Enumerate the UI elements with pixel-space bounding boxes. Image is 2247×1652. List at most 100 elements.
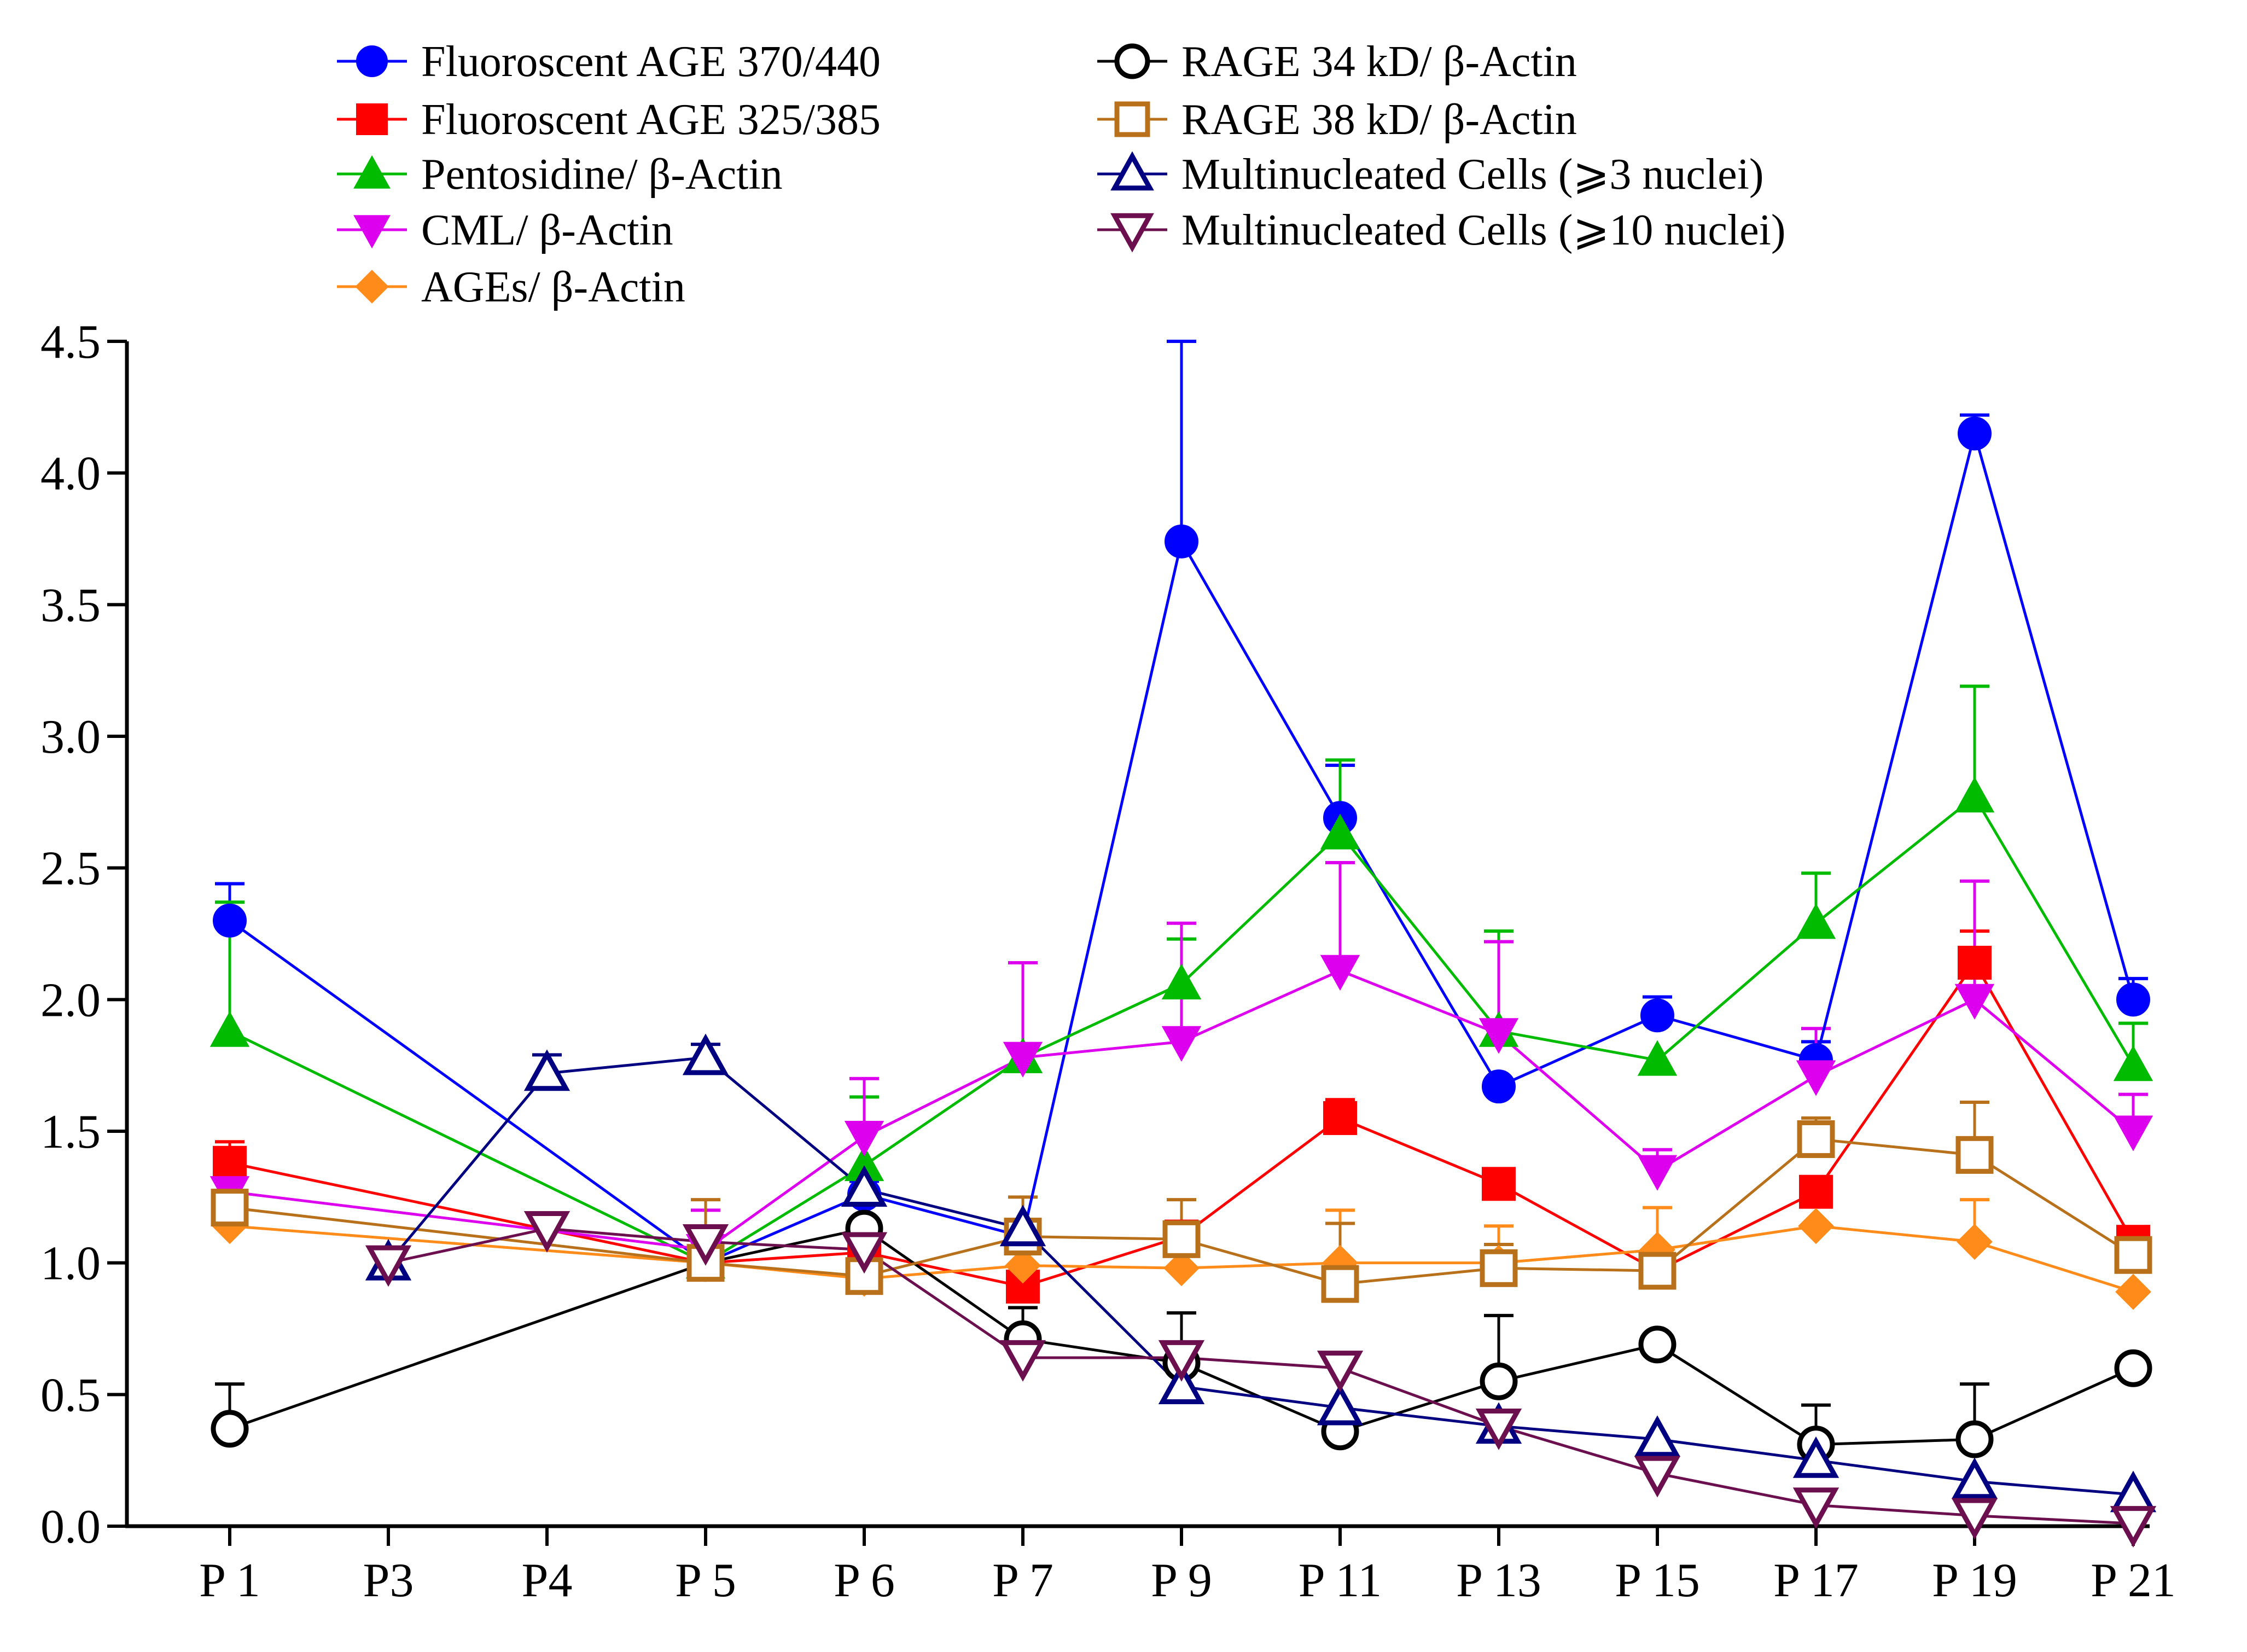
- legend-label: Multinucleated Cells (⩾10 nuclei): [1181, 206, 1786, 254]
- series-8-point: [1951, 1457, 1998, 1499]
- y-tick-label: 2.5: [40, 842, 101, 895]
- legend-label: AGEs/ β-Actin: [421, 263, 685, 311]
- legend-marker: [356, 103, 388, 135]
- series-2-point: [1799, 1174, 1833, 1209]
- series-1-point: [213, 903, 247, 938]
- series-9-point: [365, 1245, 412, 1287]
- series-7-point: [1638, 1252, 1676, 1290]
- series-4-point: [1796, 1060, 1836, 1096]
- legend-item: RAGE 38 kD/ β-Actin: [1097, 96, 1577, 144]
- series-8-line: [387, 1056, 2134, 1496]
- series-9-point: [682, 1224, 729, 1266]
- series-6-point: [211, 1410, 249, 1448]
- series-7-point: [211, 1189, 249, 1227]
- series-4-point: [1320, 955, 1360, 991]
- series-9-point: [999, 1340, 1046, 1382]
- series-3-point: [1954, 777, 1995, 813]
- series-3-point: [1161, 963, 1202, 1000]
- series-8-point: [523, 1049, 571, 1091]
- x-tick-label: P 6: [834, 1554, 895, 1607]
- x-tick-label: P 11: [1299, 1554, 1382, 1607]
- y-tick-label: 1.0: [40, 1237, 101, 1290]
- series-8-point: [1792, 1436, 1839, 1478]
- legend-label: RAGE 38 kD/ β-Actin: [1181, 96, 1577, 144]
- series-2-point: [1482, 1167, 1516, 1201]
- legend-item: RAGE 34 kD/ β-Actin: [1097, 38, 1577, 86]
- series-7-point: [1797, 1120, 1835, 1158]
- x-tick-label: P 19: [1932, 1554, 2017, 1607]
- series-4-point: [1954, 984, 1995, 1020]
- y-tick-label: 2.0: [40, 974, 101, 1027]
- series-7-point: [2114, 1236, 2152, 1274]
- legend-marker: [353, 155, 391, 189]
- legend-marker: [353, 215, 391, 249]
- series-5-point: [1957, 1224, 1993, 1260]
- legend-marker: [1110, 151, 1154, 191]
- series-4-point: [1478, 1018, 1519, 1054]
- series-9-point: [1951, 1498, 1998, 1540]
- series-6-point: [1638, 1325, 1676, 1364]
- legend-item: Multinucleated Cells (⩾3 nuclei): [1097, 150, 1764, 199]
- series-5-point: [2115, 1273, 2151, 1310]
- series-6-point: [1480, 1362, 1518, 1400]
- y-tick-label: 4.5: [40, 316, 101, 369]
- x-tick-label: P 1: [199, 1554, 260, 1607]
- legend-marker: [1114, 43, 1150, 79]
- series-8-point: [1158, 1363, 1205, 1404]
- series-1-point: [1640, 998, 1674, 1033]
- y-tick-label: 4.0: [40, 447, 101, 501]
- x-tick-label: P4: [522, 1554, 573, 1607]
- series-4-point: [1637, 1155, 1678, 1191]
- series-8-point: [999, 1205, 1046, 1247]
- x-tick-label: P3: [363, 1554, 414, 1607]
- legend-item: Fluoroscent AGE 325/385: [337, 96, 881, 144]
- series-6-point: [1955, 1420, 1994, 1458]
- series-9-point: [1634, 1456, 1681, 1498]
- series-4-point: [844, 1121, 884, 1157]
- x-tick-label: P 21: [2091, 1554, 2176, 1607]
- series-7-point: [1162, 1220, 1201, 1258]
- x-tick-label: P 7: [992, 1554, 1053, 1607]
- series-8-point: [682, 1033, 729, 1075]
- series-3-point: [2113, 1045, 2153, 1081]
- series-3-point: [1796, 903, 1836, 939]
- y-tick-label: 0.5: [40, 1369, 101, 1422]
- series-1-point: [1482, 1069, 1516, 1104]
- series-9-point: [1792, 1487, 1839, 1529]
- series-2-point: [1958, 945, 1992, 980]
- legend-marker: [1114, 101, 1150, 137]
- series-markers: [209, 416, 2157, 1548]
- legend-marker: [355, 270, 389, 304]
- legend-label: CML/ β-Actin: [421, 206, 673, 254]
- series-9-point: [2110, 1506, 2157, 1548]
- series-1-point: [2116, 982, 2150, 1017]
- y-tick-label: 3.0: [40, 711, 101, 764]
- legend-item: Multinucleated Cells (⩾10 nuclei): [1097, 206, 1786, 254]
- legend-label: Pentosidine/ β-Actin: [421, 150, 783, 199]
- series-1-point: [1958, 416, 1992, 451]
- series-5-point: [1163, 1250, 1200, 1287]
- series-5-point: [1005, 1247, 1041, 1284]
- series-9-line: [388, 1227, 2134, 1525]
- series-7-point: [1955, 1136, 1994, 1174]
- series-2-point: [1323, 1101, 1357, 1135]
- legend-label: RAGE 34 kD/ β-Actin: [1181, 38, 1577, 86]
- series-8-point: [1634, 1415, 1681, 1457]
- series-7-point: [1321, 1265, 1359, 1303]
- legend: Fluoroscent AGE 370/440 Fluoroscent AGE 3…: [337, 38, 1786, 311]
- legend-item: CML/ β-Actin: [337, 206, 673, 254]
- series-9-point: [1475, 1408, 1522, 1450]
- series-7-point: [1480, 1249, 1518, 1287]
- legend-label: Fluoroscent AGE 370/440: [421, 38, 881, 86]
- x-tick-label: P 13: [1456, 1554, 1541, 1607]
- series-8-point: [841, 1165, 888, 1207]
- series-4-point: [1161, 1026, 1202, 1062]
- y-tick-label: 0.0: [40, 1500, 101, 1554]
- legend-marker: [1110, 213, 1154, 253]
- legend-label: Multinucleated Cells (⩾3 nuclei): [1181, 150, 1764, 199]
- legend-item: Fluoroscent AGE 370/440: [337, 38, 881, 86]
- legend-item: AGEs/ β-Actin: [337, 263, 685, 311]
- series-1-point: [1165, 524, 1198, 559]
- series-4-point: [1003, 1042, 1043, 1078]
- y-tick-label: 1.5: [40, 1106, 101, 1159]
